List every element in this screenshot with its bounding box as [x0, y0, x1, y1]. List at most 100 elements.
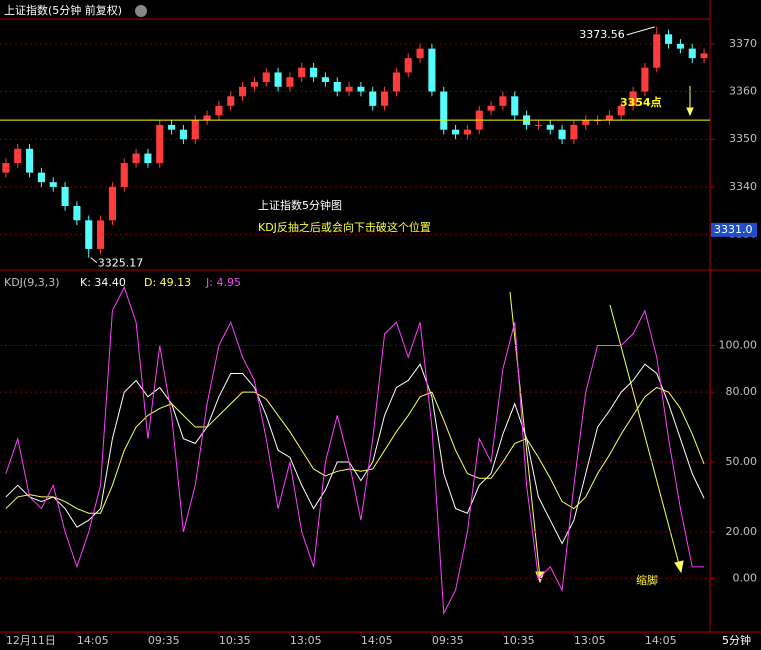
- extreme-pointer: [626, 26, 655, 36]
- x-tick-label: 12月11日: [6, 634, 56, 647]
- candle-body: [487, 105, 495, 111]
- period-label[interactable]: 5分钟: [722, 633, 751, 647]
- readout-j: J: 4.95: [205, 276, 241, 289]
- candle-body: [582, 120, 590, 125]
- candle-body: [392, 72, 400, 92]
- candle-body: [203, 115, 211, 121]
- candle-body: [179, 129, 187, 140]
- candle-body: [37, 172, 45, 183]
- candle-body: [570, 124, 578, 140]
- candle-body: [14, 148, 22, 164]
- candle-body: [2, 163, 10, 173]
- reference-label: 3354点: [620, 95, 662, 109]
- candle-body: [191, 120, 199, 140]
- x-tick-label: 14:05: [361, 634, 393, 647]
- candle-body: [168, 124, 176, 130]
- extreme-pointer: [90, 257, 98, 264]
- candle-body: [511, 96, 519, 116]
- y-tick-label: 50.00: [726, 455, 758, 468]
- candle-body: [97, 220, 105, 249]
- x-tick-label: 14:05: [645, 634, 677, 647]
- candle-body: [404, 58, 412, 73]
- candle-body: [120, 163, 128, 187]
- candle-body: [641, 67, 649, 92]
- readout-k: K: 34.40: [80, 276, 126, 289]
- candle-body: [605, 115, 613, 121]
- candle-body: [381, 91, 389, 106]
- candle-body: [156, 124, 164, 164]
- candle-body: [310, 67, 318, 78]
- candle-body: [369, 91, 377, 106]
- candle-body: [49, 182, 57, 187]
- extreme-label: 3373.56: [579, 28, 625, 41]
- price-label-box: [711, 222, 757, 237]
- x-tick-label: 09:35: [432, 634, 464, 647]
- y-tick-label: 3370: [729, 37, 757, 50]
- candle-body: [345, 86, 353, 92]
- candle-body: [227, 96, 235, 106]
- candle-body: [440, 91, 448, 130]
- x-tick-label: 09:35: [148, 634, 180, 647]
- candle-body: [463, 129, 471, 135]
- annotation: 缩脚: [636, 573, 658, 587]
- readout-d: D: 49.13: [144, 276, 191, 289]
- candle-body: [239, 86, 247, 97]
- candle-body: [452, 129, 460, 135]
- y-tick-label: 3350: [729, 132, 757, 145]
- note: KDJ反抽之后或会向下击破这个位置: [258, 220, 431, 234]
- x-tick-label: 10:35: [503, 634, 535, 647]
- price-label: 3331.0: [714, 223, 753, 236]
- candle-body: [428, 48, 436, 92]
- y-tick-label: 20.00: [726, 525, 758, 538]
- y-tick-label: 3360: [729, 85, 757, 98]
- candle-body: [665, 34, 673, 44]
- note: 上证指数5分钟图: [258, 198, 342, 212]
- kdj-line: [5, 286, 705, 616]
- candle-body: [499, 96, 507, 106]
- y-tick-label: 0.00: [733, 571, 758, 584]
- candle-body: [653, 34, 661, 68]
- x-tick-label: 10:35: [219, 634, 251, 647]
- arrows: [509, 86, 694, 584]
- candle-body: [73, 206, 81, 221]
- candle-body: [108, 186, 116, 221]
- candle-body: [546, 124, 554, 130]
- candle-body: [688, 48, 696, 59]
- candle-body: [144, 153, 152, 164]
- candle-body: [416, 48, 424, 59]
- y-tick-label: 3340: [729, 180, 757, 193]
- candle-body: [617, 105, 625, 116]
- candle-body: [61, 186, 69, 206]
- candle-body: [85, 220, 93, 249]
- candle-body: [321, 77, 329, 82]
- candle-body: [333, 82, 341, 92]
- x-tick-label: 14:05: [77, 634, 109, 647]
- x-tick-label: 13:05: [290, 634, 322, 647]
- candle-body: [700, 53, 708, 59]
- candle-body: [558, 129, 566, 140]
- candle-body: [629, 91, 637, 106]
- y-tick-label: 80.00: [726, 385, 758, 398]
- arrow-head: [686, 107, 694, 117]
- title-icon[interactable]: [135, 5, 147, 17]
- kdj-line: [5, 363, 705, 545]
- candle-body: [286, 77, 294, 87]
- candle-body: [274, 72, 282, 87]
- x-tick-label: 13:05: [574, 634, 606, 647]
- candle-body: [262, 72, 270, 82]
- extreme-label: 3325.17: [98, 257, 144, 270]
- candle-body: [534, 124, 542, 126]
- candle-body: [298, 67, 306, 78]
- candle-body: [26, 148, 34, 173]
- arrow: [609, 304, 681, 569]
- y-tick-label: 100.00: [719, 339, 758, 352]
- arrow-head: [674, 560, 684, 574]
- candle-body: [250, 82, 258, 87]
- kdj-line: [5, 386, 705, 514]
- indicator-title: KDJ(9,3,3): [4, 276, 60, 289]
- candle-body: [357, 86, 365, 92]
- candle-body: [132, 153, 140, 164]
- candle-body: [676, 43, 684, 49]
- chart-title: 上证指数(5分钟 前复权): [4, 3, 122, 17]
